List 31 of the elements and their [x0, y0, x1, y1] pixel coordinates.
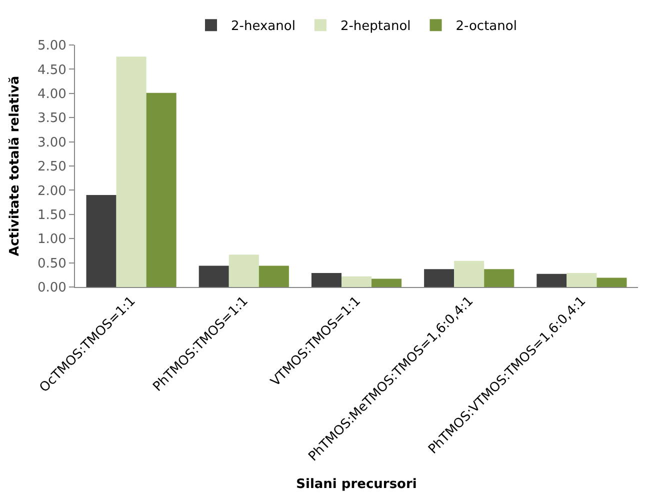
y-tick-label: 1.50: [37, 208, 66, 223]
y-tick-label: 3.00: [37, 135, 66, 150]
bar: [536, 274, 567, 287]
bar: [484, 269, 514, 287]
bar: [341, 276, 372, 287]
legend-label: 2-hexanol: [231, 19, 296, 34]
y-tick-label: 2.50: [37, 160, 66, 175]
y-tick-label: 0.00: [37, 280, 66, 296]
bar: [596, 278, 627, 287]
y-tick-label: 0.50: [37, 256, 66, 272]
bar: [424, 269, 454, 287]
y-tick-label: 5.00: [37, 38, 66, 54]
bar: [146, 92, 176, 287]
y-tick-label: 3.50: [37, 111, 66, 126]
y-tick-label: 4.00: [37, 86, 66, 102]
y-tick-label: 2.00: [37, 184, 66, 199]
bar: [198, 266, 229, 287]
y-axis-title: Activitate totală relativă: [7, 76, 22, 256]
y-tick-label: 4.50: [37, 62, 66, 78]
bar: [311, 272, 342, 287]
x-axis-title: Silani precursori: [296, 477, 417, 492]
bar: [454, 260, 484, 287]
bar: [116, 56, 146, 287]
bar: [228, 254, 259, 287]
bar: [86, 195, 116, 287]
y-tick-label: 1.00: [37, 232, 66, 248]
bar: [372, 278, 402, 287]
bar: [566, 272, 597, 287]
bar: [258, 266, 289, 287]
legend-label: 2-heptanol: [340, 19, 411, 34]
legend-label: 2-octanol: [456, 19, 517, 34]
